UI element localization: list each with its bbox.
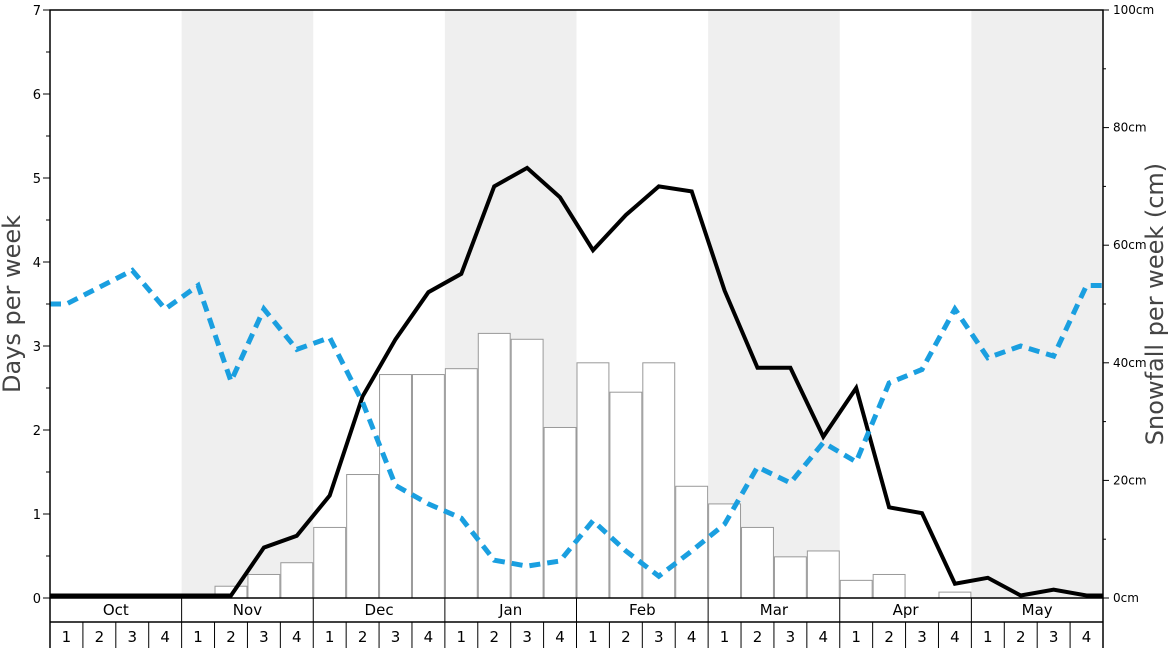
week-label: 1 — [851, 628, 861, 646]
snowfall-bar — [576, 362, 610, 599]
month-label-oct: Oct — [103, 601, 129, 619]
week-label: 4 — [555, 628, 565, 646]
snowfall-bar — [280, 562, 314, 599]
month-label-apr: Apr — [893, 601, 920, 619]
snowfall-bar — [247, 573, 281, 599]
week-label: 2 — [621, 628, 631, 646]
y-axis-title-left: Days per week — [0, 215, 26, 393]
left-tick-label: 1 — [33, 508, 41, 523]
week-label: 4 — [819, 628, 829, 646]
week-label: 2 — [489, 628, 499, 646]
series-line-dashed — [50, 267, 1103, 580]
snowfall-bar — [839, 579, 873, 599]
week-label-row: 1 2 3 4 1 2 3 4 1 2 3 4 1 2 3 4 1 2 3 4 1 2 3 4 1 2 3 4 1 2 3 4 — [62, 622, 1092, 648]
right-tick-label: 40cm — [1113, 356, 1147, 370]
snowfall-bar — [741, 526, 774, 599]
week-label: 4 — [1082, 628, 1092, 646]
left-tick-label: 5 — [33, 172, 41, 187]
left-tick-label: 3 — [33, 340, 41, 355]
snowfall-bar — [313, 526, 347, 599]
week-label: 3 — [786, 628, 796, 646]
snowfall-bar — [411, 374, 445, 599]
right-tick-label: 60cm — [1113, 238, 1147, 252]
week-label: 3 — [522, 628, 532, 646]
week-label: 1 — [457, 628, 467, 646]
week-label: 3 — [127, 628, 137, 646]
week-label: 3 — [654, 628, 664, 646]
snowfall-bar — [938, 591, 972, 599]
week-label: 4 — [687, 628, 697, 646]
month-label-mar: Mar — [760, 601, 789, 619]
month-label-jan: Jan — [498, 601, 522, 619]
month-label-dec: Dec — [365, 601, 394, 619]
left-tick-label: 0 — [33, 592, 41, 607]
snowfall-bar — [510, 338, 544, 599]
right-tick-label: 20cm — [1113, 473, 1147, 487]
month-band-nov — [181, 10, 314, 598]
snowfall-bar — [708, 503, 742, 599]
snowfall-bar — [806, 550, 840, 599]
snowfall-bar — [444, 368, 478, 599]
week-label: 3 — [1049, 628, 1059, 646]
left-tick-label: 2 — [33, 424, 41, 439]
snowfall-bar — [872, 573, 906, 599]
month-band-may — [971, 10, 1103, 598]
month-label-row: Oct Nov Dec Jan Feb Mar Apr May — [49, 598, 1104, 648]
left-tick-label: 6 — [33, 88, 41, 103]
week-label: 1 — [720, 628, 730, 646]
left-tick-label: 7 — [33, 4, 41, 19]
snowfall-bar — [477, 332, 511, 599]
week-label: 2 — [1016, 628, 1026, 646]
week-label: 2 — [95, 628, 105, 646]
series-line-solid — [50, 165, 1103, 598]
data-lines — [50, 165, 1103, 598]
snowfall-bar — [609, 391, 643, 599]
snowfall-bar — [642, 362, 676, 599]
month-label-feb: Feb — [629, 601, 656, 619]
week-label: 2 — [226, 628, 236, 646]
month-label-nov: Nov — [233, 601, 262, 619]
left-tick-label: 4 — [33, 256, 41, 271]
week-label: 3 — [917, 628, 927, 646]
week-label: 1 — [983, 628, 993, 646]
week-label: 3 — [391, 628, 401, 646]
snowfall-bar — [346, 474, 380, 599]
week-label: 2 — [753, 628, 763, 646]
week-label: 4 — [160, 628, 170, 646]
snowfall-bar — [543, 426, 577, 599]
snowfall-bar — [379, 374, 412, 599]
right-tick-label: 80cm — [1113, 121, 1147, 135]
week-label: 1 — [62, 628, 72, 646]
week-label: 4 — [950, 628, 960, 646]
week-label: 3 — [259, 628, 269, 646]
right-axis: 0cm 20cm 40cm 60cm 80cm 100cm — [1103, 3, 1154, 605]
week-label: 1 — [325, 628, 335, 646]
week-label: 2 — [884, 628, 894, 646]
week-label: 1 — [193, 628, 203, 646]
month-label-may: May — [1022, 601, 1053, 619]
week-label: 1 — [588, 628, 598, 646]
y-axis-title-right: Snowfall per week (cm) — [1141, 163, 1168, 445]
week-label: 4 — [424, 628, 434, 646]
week-label: 2 — [358, 628, 368, 646]
snowfall-bars — [214, 332, 972, 599]
month-bands — [181, 10, 1103, 598]
right-tick-label: 0cm — [1113, 591, 1139, 605]
snowfall-bar — [773, 556, 807, 599]
right-tick-label: 100cm — [1113, 3, 1154, 17]
left-axis: 0 1 2 3 4 5 6 7 — [33, 4, 50, 607]
week-label: 4 — [292, 628, 302, 646]
